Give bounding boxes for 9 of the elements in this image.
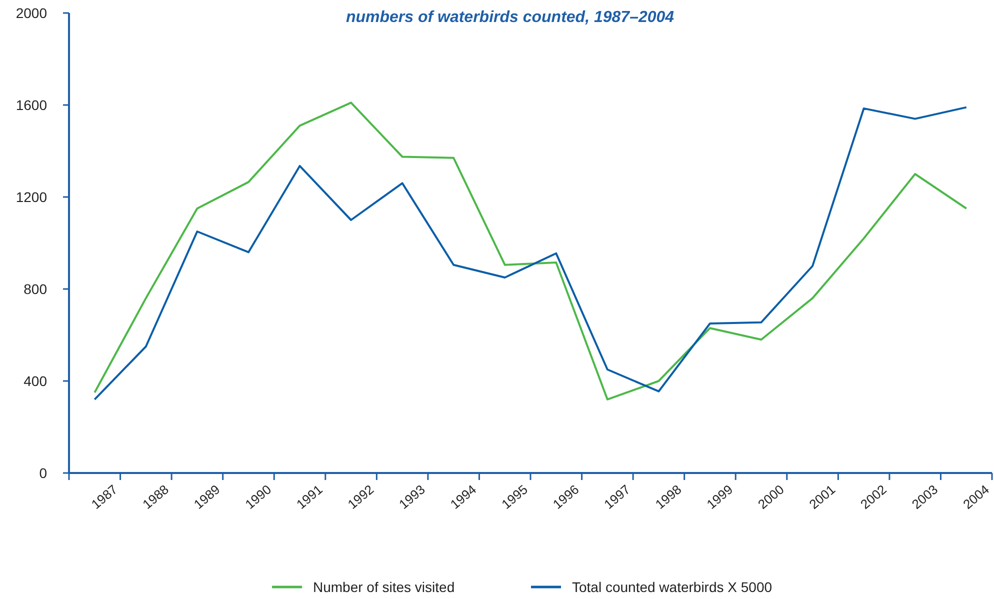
- y-tick-label: 1200: [16, 189, 48, 205]
- legend-label: Number of sites visited: [313, 579, 455, 595]
- chart-title: numbers of waterbirds counted, 1987–2004: [346, 9, 674, 26]
- y-tick-label: 2000: [16, 5, 48, 21]
- legend-label: Total counted waterbirds X 5000: [572, 579, 772, 595]
- y-tick-label: 0: [39, 465, 48, 481]
- y-tick-label: 800: [24, 281, 48, 297]
- y-tick-label: 400: [24, 373, 48, 389]
- y-tick-label: 1600: [16, 97, 48, 113]
